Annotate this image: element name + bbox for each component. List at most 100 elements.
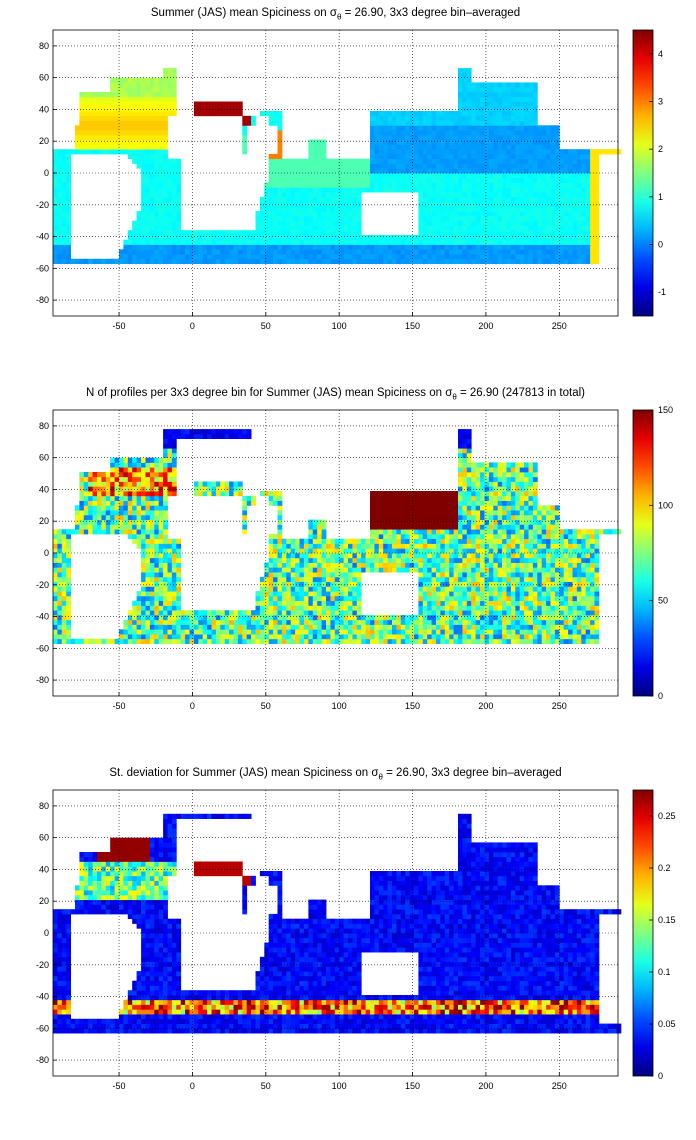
- heatmap-cell: [110, 510, 115, 516]
- heatmap-cell: [167, 106, 173, 112]
- heatmap-cell: [176, 206, 182, 212]
- heatmap-cell: [281, 576, 287, 582]
- heatmap-cell: [149, 220, 155, 226]
- heatmap-cell: [145, 144, 151, 150]
- heatmap-cell: [484, 220, 490, 226]
- heatmap-cell: [286, 595, 292, 602]
- heatmap-cell: [510, 182, 516, 188]
- heatmap-cell: [502, 225, 507, 231]
- heatmap-cell: [365, 615, 371, 621]
- heatmap-cell: [339, 572, 344, 578]
- heatmap-cell: [440, 543, 446, 549]
- heatmap-cell: [484, 177, 490, 183]
- heatmap-cell: [348, 543, 353, 549]
- heatmap-cell: [171, 239, 177, 245]
- heatmap-cell: [374, 173, 380, 179]
- heatmap-cell: [502, 211, 507, 217]
- heatmap-cell: [207, 254, 212, 260]
- heatmap-cell: [427, 230, 432, 236]
- heatmap-cell: [497, 215, 503, 222]
- heatmap-cell: [163, 168, 168, 174]
- heatmap-cell: [163, 462, 168, 468]
- heatmap-cell: [321, 595, 327, 602]
- heatmap-cell: [88, 139, 93, 145]
- heatmap-cell: [163, 572, 168, 578]
- heatmap-cell: [303, 258, 309, 264]
- heatmap-cell: [136, 130, 142, 136]
- heatmap-cell: [436, 177, 441, 183]
- heatmap-cell: [361, 163, 366, 169]
- heatmap-cell: [299, 624, 305, 630]
- heatmap-cell: [462, 258, 468, 264]
- heatmap-cell: [303, 220, 309, 226]
- heatmap-cell: [594, 149, 600, 155]
- heatmap-cell: [277, 500, 283, 506]
- heatmap-cell: [299, 629, 305, 635]
- heatmap-cell: [506, 220, 512, 226]
- heatmap-cell: [387, 533, 393, 540]
- heatmap-cell: [101, 524, 107, 530]
- heatmap-cell: [220, 433, 226, 439]
- heatmap-cell: [83, 476, 89, 482]
- heatmap-cell: [79, 495, 85, 501]
- heatmap-cell: [330, 244, 336, 250]
- heatmap-cell: [167, 96, 173, 102]
- heatmap-cell: [136, 163, 142, 169]
- heatmap-cell: [436, 533, 441, 540]
- heatmap-cell: [405, 500, 410, 506]
- heatmap-cell: [352, 182, 358, 188]
- heatmap-cell: [436, 192, 441, 198]
- heatmap-cell: [321, 239, 327, 245]
- heatmap-cell: [127, 476, 133, 482]
- heatmap-cell: [392, 168, 397, 174]
- heatmap-cell: [127, 235, 133, 241]
- heatmap-cell: [242, 149, 248, 155]
- heatmap-cell: [585, 177, 591, 183]
- heatmap-cell: [515, 153, 521, 160]
- heatmap-cell: [418, 220, 424, 226]
- heatmap-cell: [286, 196, 292, 202]
- heatmap-cell: [431, 634, 437, 640]
- heatmap-cell: [546, 187, 551, 193]
- heatmap-cell: [594, 153, 600, 160]
- heatmap-cell: [418, 562, 424, 568]
- heatmap-cell: [158, 500, 164, 506]
- heatmap-cell: [229, 254, 234, 260]
- heatmap-cell: [431, 619, 437, 625]
- heatmap-cell: [449, 130, 454, 136]
- heatmap-cell: [383, 153, 388, 160]
- heatmap-cell: [568, 230, 573, 236]
- heatmap-cell: [149, 230, 155, 236]
- heatmap-cell: [414, 619, 419, 625]
- heatmap-cell: [475, 220, 481, 226]
- heatmap-cell: [154, 211, 160, 217]
- heatmap-cell: [427, 196, 432, 202]
- heatmap-cell: [176, 249, 182, 255]
- heatmap-cell: [427, 586, 432, 592]
- heatmap-cell: [405, 529, 410, 535]
- heatmap-cell: [541, 254, 547, 260]
- heatmap-cell: [427, 111, 432, 117]
- heatmap-cell: [149, 486, 155, 492]
- heatmap-cell: [330, 168, 336, 174]
- heatmap-cell: [97, 491, 102, 497]
- heatmap-cell: [83, 505, 89, 511]
- heatmap-cell: [167, 258, 173, 264]
- heatmap-cell: [158, 149, 164, 155]
- heatmap-cell: [616, 149, 622, 155]
- heatmap-cell: [167, 486, 173, 492]
- heatmap-cell: [114, 111, 120, 117]
- heatmap-cell: [572, 211, 578, 217]
- heatmap-cell: [510, 92, 516, 98]
- heatmap-cell: [141, 533, 146, 540]
- heatmap-cell: [207, 619, 212, 625]
- heatmap-cell: [171, 548, 177, 554]
- heatmap-cell: [510, 244, 516, 250]
- heatmap-cell: [149, 638, 155, 644]
- heatmap-cell: [493, 101, 499, 107]
- heatmap-cell: [101, 258, 107, 264]
- heatmap-cell: [163, 624, 168, 630]
- heatmap-cell: [370, 510, 375, 516]
- heatmap-cell: [436, 125, 441, 131]
- heatmap-cell: [431, 610, 437, 616]
